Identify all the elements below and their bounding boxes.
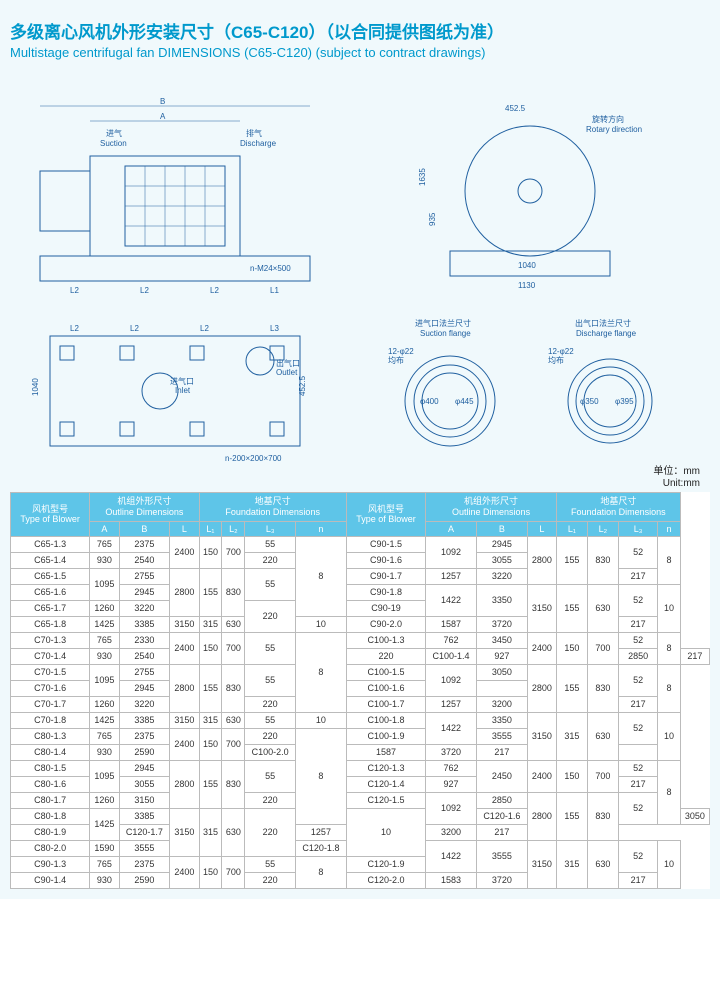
svg-text:452.5: 452.5 <box>505 104 526 113</box>
svg-text:12-φ22: 12-φ22 <box>388 347 414 356</box>
svg-text:Discharge: Discharge <box>240 139 277 148</box>
svg-text:935: 935 <box>428 212 437 226</box>
table-row: C70-1.510952755280015583055C100-1.510923… <box>11 664 710 680</box>
plan-view-drawing: L2 L2 L2 L3 出气口Outlet 进气口Inlet 1040 452.5 n… <box>30 316 320 476</box>
svg-text:452.5: 452.5 <box>298 375 307 396</box>
svg-text:12-φ22: 12-φ22 <box>548 347 574 356</box>
svg-text:Rotary direction: Rotary direction <box>586 125 642 134</box>
svg-text:L2: L2 <box>70 286 79 295</box>
table-row: C80-1.712603150220C120-1.510922850280015… <box>11 792 710 808</box>
svg-text:φ445: φ445 <box>455 397 474 406</box>
svg-text:Suction flange: Suction flange <box>420 329 471 338</box>
svg-text:Inlet: Inlet <box>175 386 191 395</box>
svg-text:A: A <box>160 112 166 121</box>
table-row: C65-1.376523752400150700558C90-1.5109229… <box>11 536 710 552</box>
end-elevation-drawing: 452.5 旋转方向 Rotary direction 1635 935 104… <box>410 96 650 296</box>
svg-text:φ400: φ400 <box>420 397 439 406</box>
svg-text:旋转方向: 旋转方向 <box>592 114 624 124</box>
table-row: C80-1.510952945280015583055C120-1.376224… <box>11 760 710 776</box>
svg-text:进气: 进气 <box>106 128 122 138</box>
table-row: C70-1.81425338531503156305510C100-1.8142… <box>11 712 710 728</box>
svg-text:n-M24×500: n-M24×500 <box>250 264 291 273</box>
svg-text:1130: 1130 <box>518 281 536 290</box>
svg-text:B: B <box>160 97 165 106</box>
svg-text:L2: L2 <box>200 324 209 333</box>
svg-text:L2: L2 <box>130 324 139 333</box>
title-cn: 多级离心风机外形安装尺寸（C65-C120）（以合同提供图纸为准） <box>10 18 710 43</box>
svg-text:n-200×200×700: n-200×200×700 <box>225 454 282 463</box>
svg-text:Discharge flange: Discharge flange <box>576 329 637 338</box>
svg-text:L2: L2 <box>210 286 219 295</box>
svg-text:排气: 排气 <box>246 128 262 138</box>
diagram-area: B A 进气 Suction 排气 Discharge L2 L2 L2 L1 n-M… <box>10 76 710 492</box>
svg-text:L2: L2 <box>140 286 149 295</box>
svg-text:Outlet: Outlet <box>276 368 298 377</box>
col-blower: 风机型号Type of Blower <box>11 493 90 537</box>
svg-text:1040: 1040 <box>31 378 40 396</box>
col-foundation2: 地基尺寸Foundation Dimensions <box>556 493 680 522</box>
title-en: Multistage centrifugal fan DIMENSIONS (C… <box>10 45 710 60</box>
svg-text:L2: L2 <box>70 324 79 333</box>
svg-text:1040: 1040 <box>518 261 536 270</box>
table-row: C70-1.376523302400150700558C100-1.376234… <box>11 632 710 648</box>
svg-text:φ350: φ350 <box>580 397 599 406</box>
col-outline2: 机组外形尺寸Outline Dimensions <box>426 493 557 522</box>
svg-text:进气口法兰尺寸: 进气口法兰尺寸 <box>415 318 471 328</box>
svg-text:Suction: Suction <box>100 139 127 148</box>
svg-text:均布: 均布 <box>388 355 404 365</box>
table-body: C65-1.376523752400150700558C90-1.5109229… <box>11 536 710 888</box>
svg-text:进气口: 进气口 <box>170 376 194 386</box>
dimensions-table: 风机型号Type of Blower 机组外形尺寸Outline Dimensi… <box>10 492 710 889</box>
col-foundation: 地基尺寸Foundation Dimensions <box>199 493 346 522</box>
side-elevation-drawing: B A 进气 Suction 排气 Discharge L2 L2 L2 L1 n-M… <box>30 96 320 296</box>
svg-text:出气口法兰尺寸: 出气口法兰尺寸 <box>575 318 631 328</box>
col-outline: 机组外形尺寸Outline Dimensions <box>90 493 199 522</box>
svg-text:φ395: φ395 <box>615 397 634 406</box>
unit-label: 单位：mmUnit:mm <box>653 466 700 490</box>
discharge-flange-drawing: 出气口法兰尺寸 Discharge flange 12-φ22均布 φ350 φ3… <box>540 316 680 466</box>
svg-text:L3: L3 <box>270 324 279 333</box>
svg-text:出气口: 出气口 <box>276 358 300 368</box>
svg-text:均布: 均布 <box>548 355 564 365</box>
svg-text:L1: L1 <box>270 286 279 295</box>
col-blower2: 风机型号Type of Blower <box>346 493 425 537</box>
suction-flange-drawing: 进气口法兰尺寸 Suction flange 12-φ22均布 φ400 φ445 <box>380 316 520 466</box>
svg-text:1635: 1635 <box>418 168 427 186</box>
